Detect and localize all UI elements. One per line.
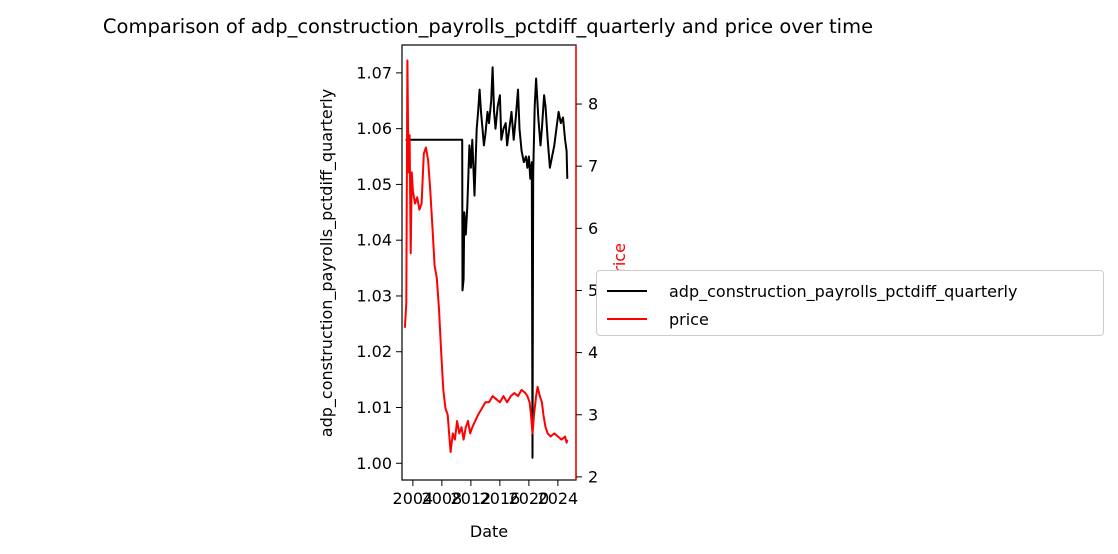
right-y-tick-label: 6 [588, 219, 598, 238]
x-tick-label: 2004 [393, 489, 434, 508]
left-y-tick-label: 1.04 [356, 231, 392, 250]
legend-label-price: price [669, 309, 709, 329]
left-y-tick-label: 1.07 [356, 63, 392, 82]
right-y-tick-label: 7 [588, 157, 598, 176]
right-axis-ticks: 2 3 4 5 6 7 8 [576, 95, 598, 486]
chart-title: Comparison of adp_construction_payrolls_… [103, 15, 873, 38]
right-y-tick-label: 4 [588, 343, 598, 362]
left-y-tick-label: 1.03 [356, 286, 392, 305]
x-tick-label: 2016 [480, 489, 521, 508]
series-layer [403, 59, 569, 459]
legend: adp_construction_payrolls_pctdiff_quarte… [596, 270, 1104, 336]
left-y-tick-label: 1.02 [356, 342, 392, 361]
x-tick-label: 2008 [422, 489, 463, 508]
legend-swatch-payrolls [607, 290, 647, 292]
legend-swatch-price [607, 318, 647, 320]
legend-entry-price: price [607, 308, 709, 330]
left-y-tick-label: 1.05 [356, 175, 392, 194]
x-tick-label: 2024 [538, 489, 579, 508]
left-axis-ticks: 1.00 1.01 1.02 1.03 1.04 1.05 1.06 1.07 [356, 63, 402, 473]
left-y-tick-label: 1.01 [356, 398, 392, 417]
x-tick-label: 2012 [451, 489, 492, 508]
left-y-tick-label: 1.00 [356, 454, 392, 473]
plot-frame [401, 44, 577, 481]
left-y-tick-label: 1.06 [356, 119, 392, 138]
right-y-tick-label: 5 [588, 281, 598, 300]
right-y-tick-label: 2 [588, 467, 598, 486]
right-y-tick-label: 3 [588, 405, 598, 424]
series-line-payrolls [405, 66, 569, 459]
left-axis-label: adp_construction_payrolls_pctdiff_quarte… [317, 89, 337, 437]
series-line-price [403, 59, 569, 453]
right-y-tick-label: 8 [588, 95, 598, 114]
x-tick-label: 2020 [509, 489, 550, 508]
legend-entry-payrolls: adp_construction_payrolls_pctdiff_quarte… [607, 280, 1017, 302]
legend-label-payrolls: adp_construction_payrolls_pctdiff_quarte… [669, 281, 1018, 301]
x-axis-label: Date [470, 522, 508, 541]
